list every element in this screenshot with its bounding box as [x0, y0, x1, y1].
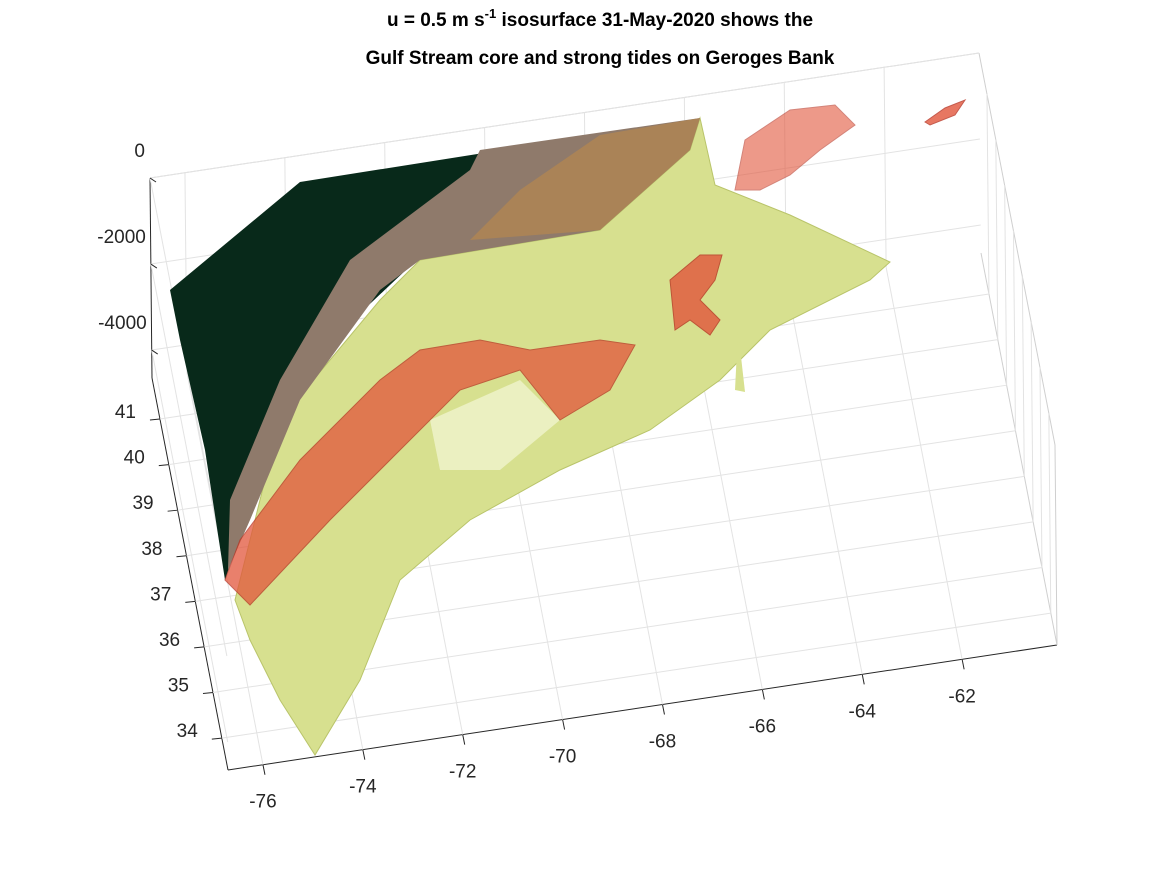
x-tick-label: -72 [449, 762, 476, 783]
tick-mark [462, 734, 466, 745]
y-tick-label: 40 [124, 448, 145, 469]
shelf-edge [470, 118, 700, 240]
z-tick-label: -2000 [97, 227, 146, 248]
tick-mark [562, 719, 566, 730]
chart-title: Gulf Stream core and strong tides on Ger… [366, 48, 835, 69]
title-superscript: -1 [485, 6, 497, 21]
tick-mark [149, 418, 161, 421]
y-tick-label: 36 [159, 630, 180, 651]
tick-mark [150, 263, 158, 269]
tick-mark [761, 689, 765, 700]
x-axis [227, 644, 1058, 771]
title-text: isosurface 31-May-2020 shows the [496, 10, 813, 31]
tick-mark [961, 659, 965, 670]
tick-mark [262, 764, 266, 775]
tidal-blob [924, 98, 967, 126]
tick-mark [158, 464, 169, 467]
box-edge [978, 52, 1056, 446]
grid-line [885, 267, 963, 660]
x-tick-label: -62 [948, 686, 975, 707]
gulf-stream-core [224, 339, 636, 606]
grid-line [149, 52, 980, 179]
grid-line [1039, 367, 1043, 568]
grid-line [150, 263, 228, 657]
grid-line [883, 67, 887, 268]
tidal-blob [669, 254, 723, 336]
tidal-blob [734, 104, 856, 191]
grid-line [995, 139, 999, 340]
tick-mark [861, 674, 865, 685]
y-tick-label: 34 [177, 721, 199, 742]
tick-mark [202, 692, 214, 695]
x-tick-label: -76 [249, 792, 276, 813]
y-tick-label: 39 [132, 493, 153, 514]
y-tick-label: 37 [150, 584, 171, 605]
tick-mark [211, 737, 222, 740]
box-edge [1054, 444, 1058, 646]
tick-mark [185, 600, 196, 603]
x-tick-label: -74 [349, 777, 377, 798]
z-tick-label: -4000 [98, 313, 147, 334]
grid-line [1021, 276, 1025, 477]
grid-line [1048, 413, 1052, 614]
isosurface [224, 98, 967, 606]
grid-line [785, 282, 863, 675]
box-edge [980, 252, 1058, 646]
x-tick-label: -70 [549, 747, 576, 768]
y-axis [151, 377, 229, 771]
grid-line [1012, 230, 1016, 431]
tick-mark [176, 555, 187, 558]
z-tick-label: 0 [134, 141, 145, 162]
tick-mark [194, 646, 205, 649]
grid-line [221, 612, 1051, 739]
y-tick-label: 38 [141, 539, 162, 560]
grid-line [1004, 185, 1008, 386]
x-tick-label: -68 [649, 732, 676, 753]
x-tick-label: -66 [749, 716, 776, 737]
tick-mark [362, 749, 366, 760]
spike [735, 330, 745, 392]
tick-mark [661, 704, 665, 715]
chart-title: u = 0.5 m s-1 isosurface 31-May-2020 sho… [387, 6, 813, 31]
y-tick-label: 41 [115, 402, 136, 423]
grid-line [151, 349, 229, 743]
deep-surface [234, 116, 891, 756]
spike [624, 285, 636, 345]
surface [170, 116, 891, 756]
tick-mark [167, 509, 178, 512]
tick-mark [149, 177, 157, 183]
y-tick-label: 35 [168, 676, 189, 697]
x-tick-label: -64 [849, 701, 877, 722]
grid-line [1030, 321, 1034, 522]
z-axis [149, 177, 153, 379]
title-text: u = 0.5 m s [387, 10, 485, 31]
grid-line [986, 94, 990, 295]
surface-highlight [430, 380, 560, 470]
tick-mark [151, 349, 158, 355]
